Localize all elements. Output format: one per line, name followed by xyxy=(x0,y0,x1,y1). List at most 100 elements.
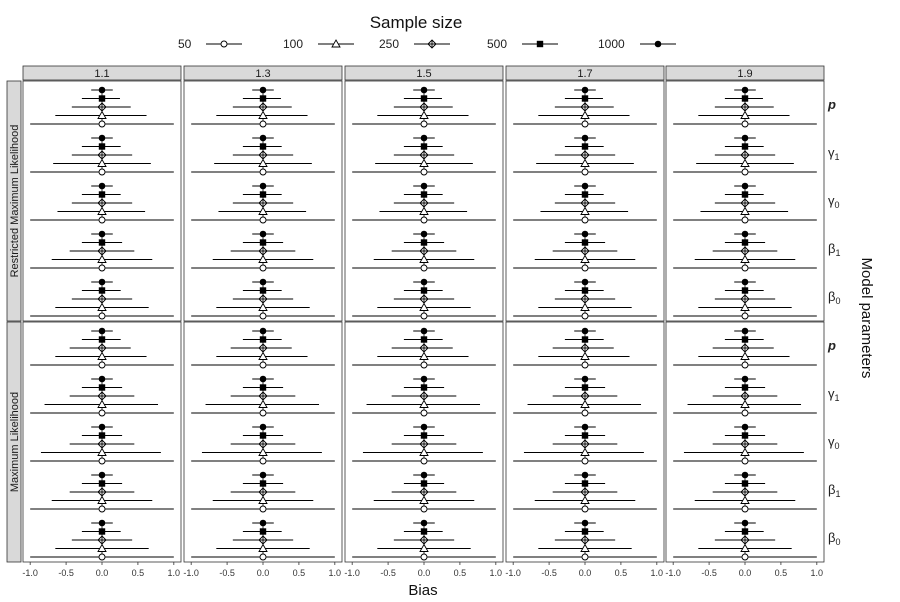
point-estimate-n250 xyxy=(740,246,750,256)
point-estimate-n1000 xyxy=(741,278,749,286)
point-estimate-n100 xyxy=(580,302,590,311)
point-estimate-n1000 xyxy=(581,519,589,527)
point-estimate-n100 xyxy=(97,158,107,167)
point-estimate-n1000 xyxy=(581,86,589,94)
panel-row2-col-1.7 xyxy=(505,321,665,563)
parameter-group-β0 xyxy=(352,278,496,320)
parameter-group-p xyxy=(352,327,496,369)
point-estimate-n500 xyxy=(98,336,106,343)
point-estimate-n50 xyxy=(420,409,428,417)
column-strip-1.5: 1.5 xyxy=(344,65,504,81)
x-tick-label: -0.5 xyxy=(219,568,235,578)
x-tick-label: -1.0 xyxy=(183,568,199,578)
point-estimate-n1000 xyxy=(420,182,428,190)
point-estimate-n250 xyxy=(580,343,590,353)
x-tick-label: 1.0 xyxy=(651,568,664,578)
parameter-group-γ0 xyxy=(30,182,174,224)
point-estimate-n1000 xyxy=(420,230,428,238)
point-estimate-n50 xyxy=(420,361,428,369)
point-estimate-n50 xyxy=(741,216,749,224)
point-estimate-n500 xyxy=(98,191,106,198)
x-tick-label: -0.5 xyxy=(380,568,396,578)
point-estimate-n50 xyxy=(259,505,267,513)
point-estimate-n100 xyxy=(740,158,750,167)
point-estimate-n1000 xyxy=(581,134,589,142)
point-estimate-n50 xyxy=(259,120,267,128)
point-estimate-n50 xyxy=(98,505,106,513)
parameter-group-γ0 xyxy=(673,182,817,224)
point-estimate-n100 xyxy=(580,254,590,263)
point-estimate-n500 xyxy=(98,528,106,535)
point-estimate-n50 xyxy=(741,312,749,320)
point-estimate-n500 xyxy=(420,143,428,150)
point-estimate-n1000 xyxy=(741,471,749,479)
parameter-labels: p γ1 γ0 β1 β0 p γ1 γ0 β1 β0 xyxy=(827,97,841,547)
point-estimate-n250 xyxy=(258,343,268,353)
point-estimate-n50 xyxy=(259,168,267,176)
point-estimate-n100 xyxy=(97,543,107,552)
point-estimate-n500 xyxy=(420,384,428,391)
point-estimate-n1000 xyxy=(420,134,428,142)
point-estimate-n500 xyxy=(420,528,428,535)
parameter-group-p xyxy=(30,86,174,128)
point-estimate-n1000 xyxy=(581,375,589,383)
parameter-group-β1 xyxy=(30,471,174,513)
parameter-group-γ1 xyxy=(673,375,817,417)
point-estimate-n50 xyxy=(259,409,267,417)
point-estimate-n250 xyxy=(419,294,429,304)
parameter-group-γ1 xyxy=(30,134,174,176)
point-estimate-n100 xyxy=(580,543,590,552)
point-estimate-n500 xyxy=(98,95,106,102)
column-strips: 1.1 1.3 1.5 1.7 1.9 xyxy=(22,65,825,81)
point-estimate-n1000 xyxy=(259,278,267,286)
parameter-group-β1 xyxy=(352,230,496,272)
point-estimate-n1000 xyxy=(741,134,749,142)
parameter-group-p xyxy=(30,327,174,369)
panel-row2-col-1.1 xyxy=(22,321,182,563)
column-strip-1.3: 1.3 xyxy=(183,65,343,81)
panel-row1-col-1.7 xyxy=(505,80,665,322)
point-estimate-n100 xyxy=(740,399,750,408)
point-estimate-n50 xyxy=(741,553,749,561)
point-estimate-n50 xyxy=(98,120,106,128)
point-estimate-n100 xyxy=(258,543,268,552)
point-estimate-n1000 xyxy=(259,182,267,190)
legend-label: 1000 xyxy=(598,37,625,51)
point-estimate-n50 xyxy=(259,264,267,272)
point-estimate-n500 xyxy=(741,336,749,343)
x-tick-label: 1.0 xyxy=(490,568,503,578)
x-tick-label: 1.0 xyxy=(168,568,181,578)
point-estimate-n500 xyxy=(259,95,267,102)
point-estimate-n250 xyxy=(97,102,107,112)
x-tick-label: -1.0 xyxy=(344,568,360,578)
point-estimate-n50 xyxy=(259,216,267,224)
point-estimate-n100 xyxy=(97,495,107,504)
x-tick-label: 0.0 xyxy=(257,568,270,578)
point-estimate-n250 xyxy=(419,535,429,545)
parameter-group-β0 xyxy=(673,519,817,561)
point-estimate-n1000 xyxy=(420,327,428,335)
point-estimate-n1000 xyxy=(741,327,749,335)
point-estimate-n100 xyxy=(258,206,268,215)
legend-key-marker xyxy=(220,40,228,48)
point-estimate-n1000 xyxy=(420,471,428,479)
point-estimate-n250 xyxy=(419,198,429,208)
point-estimate-n500 xyxy=(581,432,589,439)
point-estimate-n50 xyxy=(581,409,589,417)
parameter-group-γ1 xyxy=(191,134,335,176)
legend-entry-250: 250 xyxy=(379,37,450,51)
point-estimate-n100 xyxy=(419,110,429,119)
parameter-group-β1 xyxy=(673,471,817,513)
point-estimate-n250 xyxy=(740,439,750,449)
point-estimate-n50 xyxy=(741,457,749,465)
point-estimate-n250 xyxy=(97,535,107,545)
point-estimate-n50 xyxy=(259,312,267,320)
point-estimate-n50 xyxy=(581,505,589,513)
point-estimate-n100 xyxy=(97,447,107,456)
point-estimate-n50 xyxy=(259,457,267,465)
point-estimate-n500 xyxy=(581,287,589,294)
point-estimate-n1000 xyxy=(98,230,106,238)
point-estimate-n50 xyxy=(420,505,428,513)
point-estimate-n250 xyxy=(580,391,590,401)
point-estimate-n250 xyxy=(258,294,268,304)
